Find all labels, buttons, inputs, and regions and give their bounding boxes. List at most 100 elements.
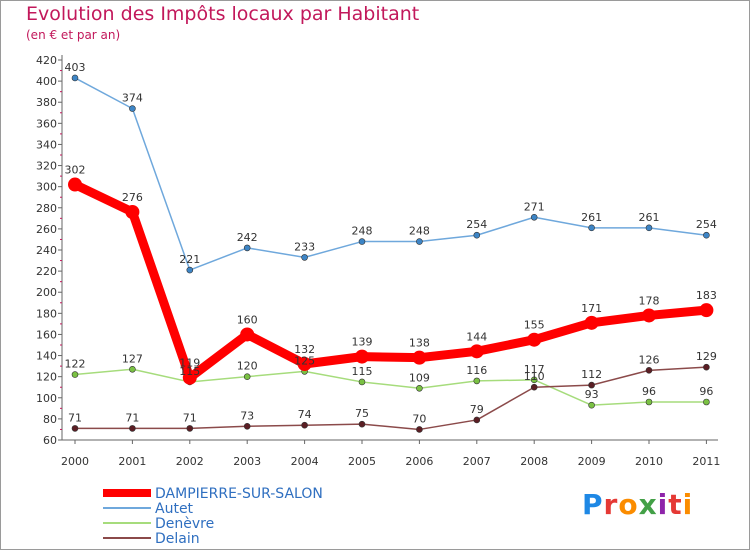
y-tick-label: 120 bbox=[36, 371, 57, 384]
data-label-delain: 74 bbox=[298, 408, 312, 421]
data-point-autet bbox=[416, 238, 423, 245]
data-label-autet: 261 bbox=[639, 211, 660, 224]
y-tick-label: 340 bbox=[36, 138, 57, 151]
x-tick-label: 2009 bbox=[578, 455, 606, 468]
data-point-dampierre-sur-salon bbox=[240, 327, 255, 342]
logo-letter: P bbox=[582, 488, 604, 521]
y-tick-label: 380 bbox=[36, 96, 57, 109]
data-point-den-vre bbox=[129, 365, 136, 373]
data-label-dampierre-sur-salon: 171 bbox=[581, 302, 602, 315]
data-point-delain bbox=[703, 363, 710, 371]
legend-label: Delain bbox=[155, 531, 200, 547]
data-point-autet bbox=[530, 213, 538, 221]
proxiti-logo: Proxiti bbox=[582, 488, 693, 521]
data-label-delain: 79 bbox=[470, 403, 484, 416]
data-point-dampierre-sur-salon bbox=[125, 205, 140, 219]
data-label-autet: 374 bbox=[122, 92, 143, 105]
y-tick-label: 200 bbox=[36, 286, 57, 299]
data-point-delain bbox=[416, 426, 423, 433]
data-point-delain bbox=[358, 420, 366, 428]
x-tick-label: 2007 bbox=[463, 455, 491, 468]
data-label-dampierre-sur-salon: 119 bbox=[179, 357, 200, 370]
y-tick-label: 100 bbox=[36, 392, 57, 405]
y-tick-label: 360 bbox=[36, 117, 57, 130]
data-label-dampierre-sur-salon: 139 bbox=[352, 336, 373, 349]
data-point-dampierre-sur-salon bbox=[68, 177, 82, 192]
x-tick-label: 2008 bbox=[520, 455, 548, 468]
data-point-autet bbox=[186, 266, 194, 274]
chart-title: Evolution des Impôts locaux par Habitant bbox=[26, 3, 420, 25]
data-label-delain: 126 bbox=[639, 353, 660, 366]
data-label-den-vre: 116 bbox=[466, 364, 487, 377]
data-point-delain bbox=[530, 383, 538, 391]
data-point-autet bbox=[301, 254, 308, 261]
data-point-delain bbox=[645, 367, 653, 374]
y-tick-label: 160 bbox=[36, 328, 57, 341]
data-label-den-vre: 96 bbox=[699, 385, 713, 398]
data-label-delain: 75 bbox=[355, 407, 369, 420]
data-label-autet: 254 bbox=[696, 218, 717, 231]
data-point-dampierre-sur-salon bbox=[412, 350, 427, 365]
y-tick-label: 220 bbox=[36, 265, 57, 278]
logo-letter: i bbox=[657, 488, 669, 521]
data-point-den-vre bbox=[358, 378, 366, 386]
data-label-den-vre: 127 bbox=[122, 352, 143, 365]
data-point-dampierre-sur-salon bbox=[297, 357, 312, 371]
data-label-den-vre: 117 bbox=[524, 363, 545, 376]
x-tick-label: 2003 bbox=[233, 455, 261, 468]
y-tick-label: 140 bbox=[36, 350, 57, 363]
logo-letter: r bbox=[603, 488, 619, 521]
logo-letter: i bbox=[682, 488, 694, 521]
legend-label: DAMPIERRE-SUR-SALON bbox=[155, 486, 323, 502]
data-label-den-vre: 109 bbox=[409, 371, 430, 384]
data-point-autet bbox=[703, 231, 710, 239]
data-point-autet bbox=[645, 224, 653, 232]
data-label-dampierre-sur-salon: 276 bbox=[122, 191, 143, 204]
data-point-autet bbox=[243, 244, 251, 252]
data-label-delain: 71 bbox=[125, 411, 139, 424]
data-point-den-vre bbox=[530, 376, 538, 384]
data-point-den-vre bbox=[645, 398, 653, 406]
data-label-autet: 248 bbox=[409, 225, 430, 238]
data-label-delain: 112 bbox=[581, 368, 602, 381]
data-point-den-vre bbox=[588, 401, 595, 409]
data-label-autet: 271 bbox=[524, 200, 545, 213]
data-label-dampierre-sur-salon: 155 bbox=[524, 319, 545, 332]
data-point-delain bbox=[301, 421, 308, 429]
data-point-delain bbox=[588, 381, 595, 389]
data-point-delain bbox=[71, 425, 79, 432]
data-label-delain: 71 bbox=[183, 411, 197, 424]
data-point-delain bbox=[473, 416, 481, 424]
y-tick-label: 400 bbox=[36, 75, 57, 88]
series-line-den-vre bbox=[74, 368, 707, 406]
data-label-dampierre-sur-salon: 183 bbox=[696, 289, 717, 302]
y-tick-label: 240 bbox=[36, 244, 57, 257]
data-label-autet: 261 bbox=[581, 211, 602, 224]
data-label-delain: 70 bbox=[412, 412, 426, 425]
data-label-autet: 233 bbox=[294, 240, 315, 253]
data-label-dampierre-sur-salon: 132 bbox=[294, 343, 315, 356]
data-point-autet bbox=[129, 105, 136, 112]
y-tick-label: 320 bbox=[36, 160, 57, 173]
data-label-den-vre: 96 bbox=[642, 385, 656, 398]
data-point-den-vre bbox=[473, 377, 481, 385]
data-label-delain: 71 bbox=[68, 411, 82, 424]
data-point-autet bbox=[358, 238, 366, 245]
data-point-dampierre-sur-salon bbox=[642, 308, 656, 323]
y-tick-label: 180 bbox=[36, 307, 57, 320]
data-point-dampierre-sur-salon bbox=[355, 349, 369, 364]
data-point-delain bbox=[129, 425, 136, 432]
data-label-autet: 254 bbox=[466, 218, 487, 231]
y-tick-label: 300 bbox=[36, 181, 57, 194]
data-label-dampierre-sur-salon: 160 bbox=[237, 313, 258, 326]
x-tick-label: 2001 bbox=[118, 455, 146, 468]
data-label-den-vre: 115 bbox=[179, 365, 200, 378]
series-line-delain bbox=[75, 366, 707, 431]
data-label-autet: 403 bbox=[65, 61, 86, 74]
data-point-dampierre-sur-salon bbox=[527, 332, 542, 347]
data-label-dampierre-sur-salon: 144 bbox=[466, 330, 487, 343]
y-tick-label: 280 bbox=[36, 202, 57, 215]
data-label-delain: 110 bbox=[524, 370, 545, 383]
